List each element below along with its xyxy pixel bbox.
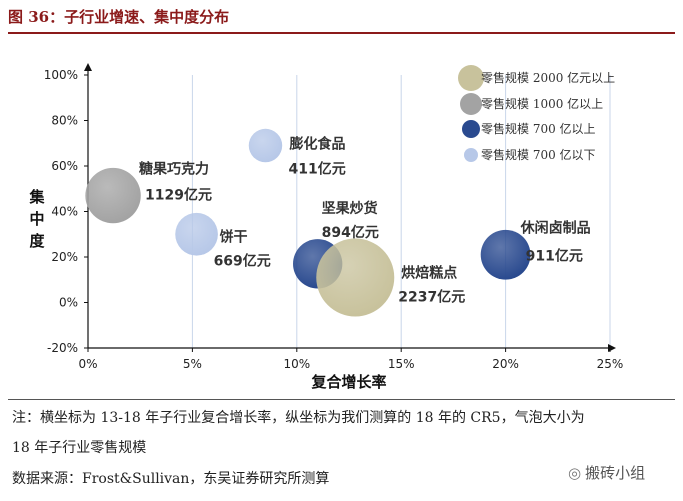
- bubble-value-label: 911亿元: [526, 248, 583, 265]
- watermark: ◎ 搬砖小组: [568, 462, 645, 483]
- page-title: 图 36：子行业增速、集中度分布: [8, 8, 230, 26]
- bubble-name-label: 饼干: [220, 228, 248, 245]
- legend-label: 零售规模 1000 亿以上: [481, 96, 603, 111]
- legend-label: 零售规模 2000 亿元以上: [481, 70, 615, 85]
- axes: -20%0%20%40%60%80%100%0% 5% 10% 15% 20% 25%: [44, 63, 624, 371]
- legend-marker: [462, 120, 480, 138]
- x-tick-label: 5%: [183, 357, 202, 371]
- y-axis-title-char: 集: [28, 188, 45, 206]
- legend-label: 零售规模 700 亿以下: [481, 147, 596, 162]
- bubble-name-label: 坚果炒货: [322, 200, 378, 217]
- note-divider: [8, 399, 675, 400]
- y-tick-label: 60%: [51, 159, 78, 173]
- bubble-name-label: 休闲卤制品: [520, 220, 591, 237]
- legend-marker: [460, 93, 482, 115]
- bubble: [248, 128, 283, 163]
- bubble-value-label: 894亿元: [322, 224, 379, 241]
- y-tick-label: 100%: [44, 68, 78, 82]
- bubble: [480, 229, 531, 280]
- y-tick-label: 80%: [51, 114, 78, 128]
- wechat-icon: ◎: [568, 464, 582, 482]
- legend-marker: [464, 148, 478, 162]
- x-tick-label: 10%: [283, 357, 310, 371]
- gridlines: [191, 75, 611, 348]
- legend-label: 零售规模 700 亿以上: [481, 121, 596, 136]
- y-axis-title-char: 度: [29, 232, 45, 250]
- y-axis-title-char: 中: [29, 210, 44, 228]
- y-tick-label: 0%: [59, 296, 78, 310]
- y-tick-label: 40%: [51, 205, 78, 219]
- x-tick-label: 15%: [388, 357, 415, 371]
- y-tick-label: 20%: [51, 250, 78, 264]
- bubble-chart: -20%0%20%40%60%80%100%0% 5% 10% 15% 20% 25% 膨…: [28, 63, 624, 391]
- bubble-value-label: 669亿元: [214, 252, 271, 269]
- y-axis-title: 集中度: [28, 188, 45, 250]
- axis-titles: 复合增长率 集中度: [28, 188, 386, 391]
- bubble-name-label: 烘焙糕点: [401, 264, 457, 281]
- x-tick-label: 20%: [492, 357, 519, 371]
- bubble-name-label: 膨化食品: [289, 136, 345, 153]
- bubble-value-label: 1129亿元: [145, 187, 212, 204]
- x-tick-label: 25%: [597, 357, 624, 371]
- y-tick-label: -20%: [47, 341, 78, 355]
- note-line-1: 注：横坐标为 13-18 年子行业复合增长率，纵坐标为我们测算的 18 年的 C…: [12, 410, 585, 426]
- x-tick-label: 0%: [78, 357, 97, 371]
- legend-marker: [458, 65, 484, 91]
- y-axis-arrow: [84, 63, 92, 71]
- source-line: 数据来源：Frost&Sullivan，东吴证券研究所测算: [12, 471, 330, 487]
- x-axis-title: 复合增长率: [310, 373, 386, 391]
- bubble: [316, 238, 395, 317]
- bubble-name-label: 糖果巧克力: [139, 161, 209, 178]
- bubble: [85, 167, 141, 224]
- bubbles: [85, 128, 531, 317]
- bubble-value-label: 2237亿元: [398, 288, 465, 305]
- title-divider: [8, 32, 675, 34]
- bubble-value-label: 411亿元: [288, 161, 345, 178]
- watermark-text: 搬砖小组: [585, 464, 646, 482]
- x-axis-arrow: [608, 344, 616, 352]
- note-line-2: 18 年子行业零售规模: [12, 440, 147, 456]
- bubble: [175, 212, 218, 256]
